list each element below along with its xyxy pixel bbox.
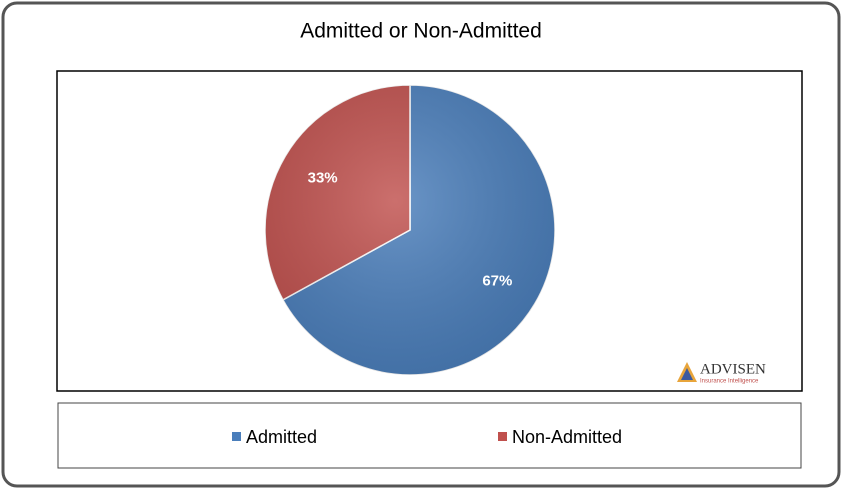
legend-label: Admitted [246, 427, 317, 447]
legend-label: Non-Admitted [512, 427, 622, 447]
logo: ADVISEN Insurance Intelligence [677, 361, 766, 385]
logo-name: ADVISEN [700, 361, 766, 377]
legend-swatch [498, 432, 507, 441]
logo-mark-inner [681, 368, 693, 380]
legend-box [57, 402, 802, 469]
pie [264, 84, 556, 376]
legend-swatch [232, 432, 241, 441]
chart-title: Admitted or Non-Admitted [300, 20, 542, 43]
data-label: 67% [482, 273, 512, 290]
logo-tagline: Insurance Intelligence [700, 379, 759, 385]
data-label: 33% [308, 169, 338, 186]
